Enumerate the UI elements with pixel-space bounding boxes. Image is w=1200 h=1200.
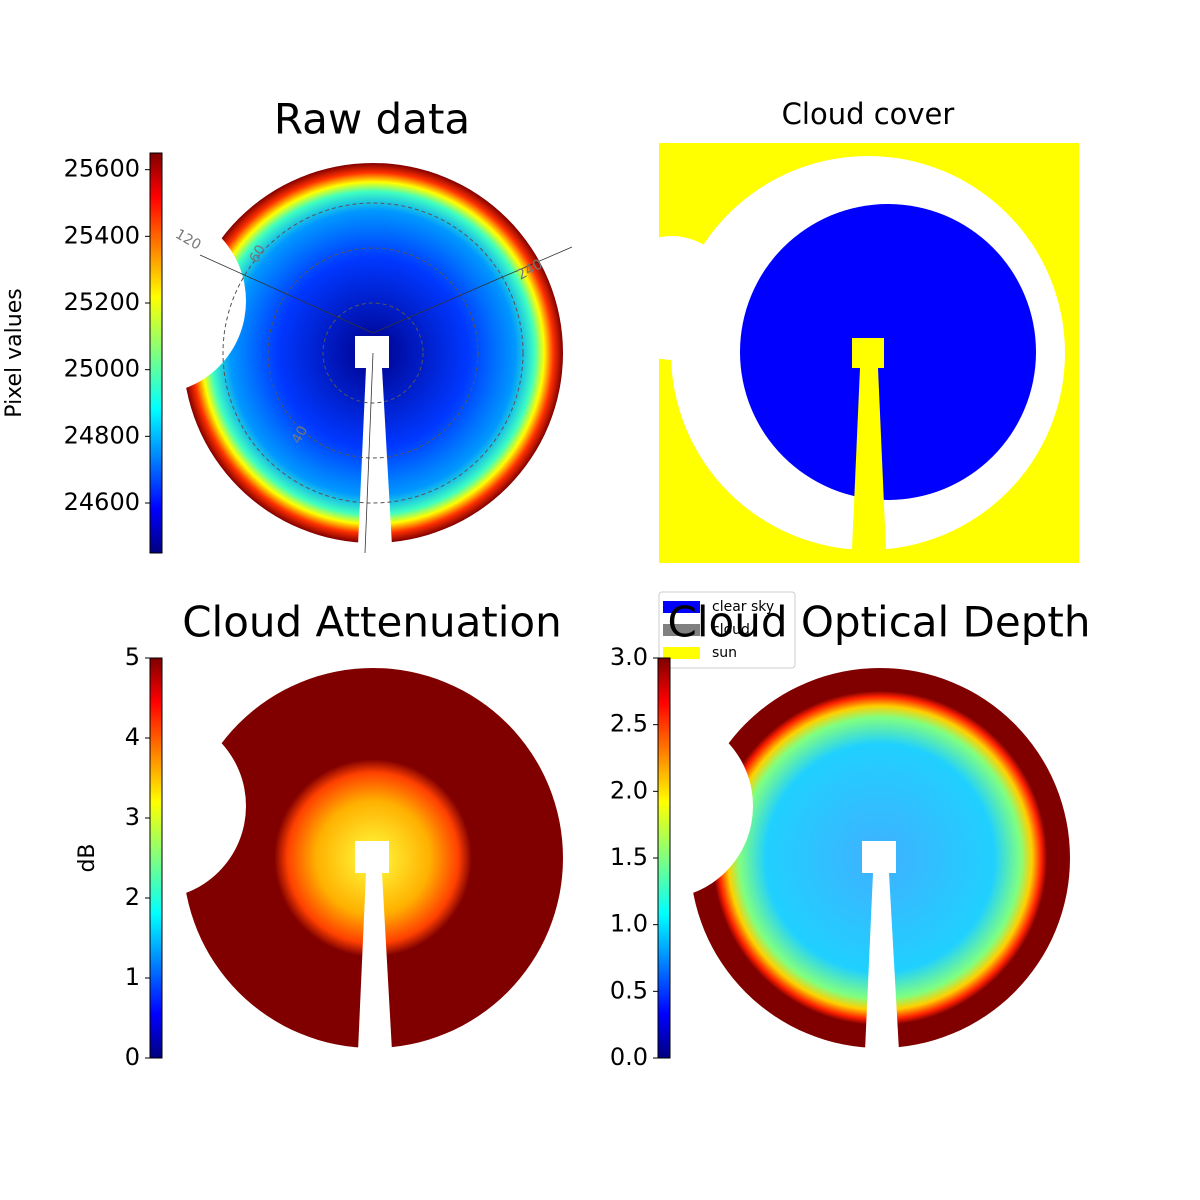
polar-annotation: 60 bbox=[247, 242, 270, 265]
colorbar-tick-label: 24600 bbox=[64, 488, 140, 516]
colorbar bbox=[657, 657, 671, 1059]
colorbar-tick-label: 0 bbox=[125, 1043, 140, 1071]
panel-title: Raw data bbox=[274, 95, 470, 144]
colorbar bbox=[149, 152, 163, 554]
mask bbox=[355, 841, 392, 1051]
colorbar-tick-label: 2.5 bbox=[610, 710, 648, 738]
polar-spoke bbox=[199, 246, 573, 554]
colorbar-tick-label: 1.5 bbox=[610, 843, 648, 871]
colorbar-tick-label: 4 bbox=[125, 723, 140, 751]
legend-swatch bbox=[663, 601, 700, 613]
polar-circle bbox=[222, 202, 524, 504]
colorbar-tick-label: 3 bbox=[125, 803, 140, 831]
colorbar-tick-label: 0.5 bbox=[610, 976, 648, 1004]
colorbar-tick-label: 25400 bbox=[64, 221, 140, 249]
mask bbox=[355, 336, 392, 546]
colorbar-tick-label: 25600 bbox=[64, 155, 140, 183]
colorbar-label: dB bbox=[75, 843, 100, 872]
legend-swatch bbox=[663, 647, 700, 659]
colorbar-label: Pixel values bbox=[2, 288, 27, 417]
colorbar-tick-label: 25200 bbox=[64, 288, 140, 316]
polar-circle bbox=[322, 302, 424, 404]
panel-title: Cloud Optical Depth bbox=[668, 598, 1091, 647]
colorbar-tick-label: 3.0 bbox=[610, 643, 648, 671]
colorbar-tick-label: 5 bbox=[125, 643, 140, 671]
cloud-cover-image bbox=[610, 143, 1079, 563]
colorbar-tick-label: 1.0 bbox=[610, 910, 648, 938]
colorbar-tick-label: 0.0 bbox=[610, 1043, 648, 1071]
colorbar-tick-label: 25000 bbox=[64, 355, 140, 383]
colorbar-tick-label: 24800 bbox=[64, 421, 140, 449]
polar-grid bbox=[199, 202, 573, 554]
legend-swatch bbox=[663, 624, 700, 636]
colorbar-tick-label: 1 bbox=[125, 963, 140, 991]
colorbar bbox=[149, 657, 163, 1059]
legend-label: sun bbox=[712, 645, 737, 661]
mask bbox=[862, 841, 899, 1051]
polar-annotation: 40 bbox=[289, 423, 312, 446]
polar-circle bbox=[267, 247, 479, 459]
legend-label: clear sky bbox=[712, 599, 774, 615]
panel-title: Cloud Attenuation bbox=[182, 598, 562, 647]
panel-title: Cloud cover bbox=[782, 97, 955, 131]
colorbar-tick-label: 2 bbox=[125, 883, 140, 911]
colorbar-tick-label: 2.0 bbox=[610, 776, 648, 804]
legend-label: cloud bbox=[712, 622, 750, 638]
